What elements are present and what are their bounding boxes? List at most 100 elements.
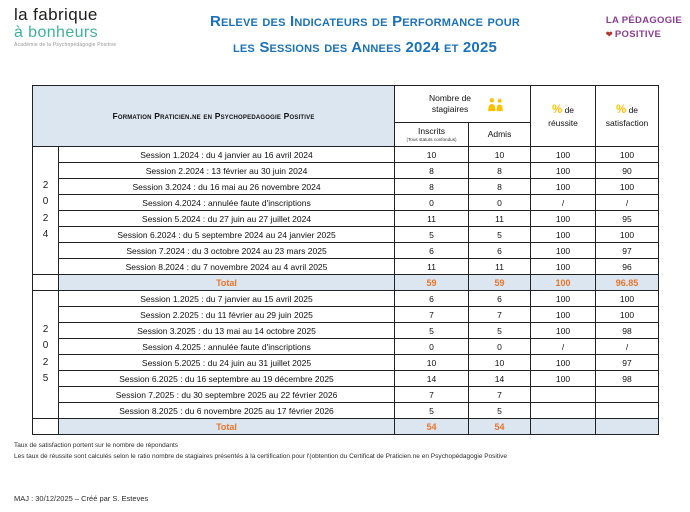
inscrits-value: 5 [394,322,470,339]
satisfaction-value: 97 [595,354,660,371]
page-title: Releve des Indicateurs de Performance po… [150,9,580,62]
session-label: Session 2.2025 : du 11 février au 29 jui… [57,306,396,323]
session-label: Session 4.2025 : annulée faute d'inscrip… [57,338,396,355]
fabrique-logo-line2: à bonheurs [14,23,99,41]
session-row: Session 7.2024 : du 3 octobre 2024 au 23… [33,242,660,259]
session-label: Session 8.2024 : du 7 novembre 2024 au 4… [57,258,396,275]
reussite-value: 100 [530,290,597,307]
inscrits-header-note: (Tous statuts confondus) [406,137,457,143]
reussite-header-de: de [564,105,575,115]
session-row: Session 5.2024 : du 27 juin au 27 juille… [33,210,660,227]
inscrits-value: 11 [394,258,470,275]
session-row: Session 3.2024 : du 16 mai au 26 novembr… [33,178,660,195]
satisfaction-value: 100 [595,306,660,323]
satisfaction-value: 98 [595,322,660,339]
satisfaction-value: 100 [595,226,660,243]
session-label: Session 3.2024 : du 16 mai au 26 novembr… [57,178,396,195]
pedagogie-logo-line1: LA PÉDAGOGIE [605,15,682,26]
satisfaction-value: 90 [595,162,660,179]
inscrits-header-label: Inscrits [418,125,445,136]
session-label: Session 1.2024 : du 4 janvier au 16 avri… [57,146,396,163]
session-row: Session 8.2025 : du 6 novembre 2025 au 1… [33,402,660,419]
total-inscrits: 54 [394,418,470,435]
session-row: 2025 Session 1.2025 : du 7 janvier au 15… [32,290,660,419]
inscrits-value: 10 [394,354,470,371]
session-label: Session 3.2025 : du 13 mai au 14 octobre… [57,322,396,339]
total-satisfaction: 96.85 [595,274,660,291]
footnote-satisfaction: Taux de satisfaction portent sur le nomb… [14,442,179,449]
total-row-2024: Total 59 59 100 96.85 [32,274,660,291]
session-row: Session 5.2025 : du 24 juin au 31 juille… [33,354,660,371]
reussite-value: / [530,338,597,355]
reussite-value: 100 [530,162,597,179]
satisfaction-value: 100 [595,178,660,195]
total-label: Total [57,274,396,291]
session-row: Session 4.2024 : annulée faute d'inscrip… [33,194,660,211]
session-label: Session 8.2025 : du 6 novembre 2025 au 1… [57,402,396,419]
admis-value: 10 [468,146,532,163]
total-reussite: 100 [530,274,597,291]
year-spacer-cell [32,274,59,291]
satisfaction-value: 97 [595,242,660,259]
footnotes: Taux de satisfaction portent sur le nomb… [14,441,507,462]
admis-value: 7 [468,386,532,403]
inscrits-value: 7 [394,306,470,323]
reussite-header-label: réussite [548,117,578,128]
inscrits-value: 6 [394,242,470,259]
inscrits-value: 5 [394,402,470,419]
admis-value: 11 [468,258,532,275]
satisfaction-value [595,386,660,403]
total-reussite [530,418,597,435]
satisfaction-value: 98 [595,370,660,387]
satisfaction-value: / [595,194,660,211]
total-row-2025: Total 54 54 [32,418,660,435]
inscrits-value: 11 [394,210,470,227]
fabrique-logo-subtitle: Académie de la Psychopédagogie Positive [14,42,117,49]
inscrits-header: Inscrits (Tous statuts confondus) [394,122,470,147]
reussite-value: 100 [530,146,597,163]
admis-value: 10 [468,354,532,371]
update-credit-line: MAJ : 30/12/2025 – Créé par S. Esteves [14,494,149,503]
reussite-value [530,402,597,419]
satisfaction-value: 96 [595,258,660,275]
people-icon [488,97,503,111]
admis-header: Admis [468,122,532,147]
session-label: Session 7.2025 : du 30 septembre 2025 au… [57,386,396,403]
total-admis: 59 [468,274,532,291]
admis-value: 8 [468,178,532,195]
admis-value: 14 [468,370,532,387]
reussite-value: 100 [530,210,597,227]
satisfaction-header-label: satisfaction [605,117,649,128]
formation-header: Formation Praticien.ne en Psychopedagogi… [31,85,396,147]
fabrique-logo: la fabrique à bonheurs Académie de la Ps… [14,5,117,49]
year-spacer-cell [32,418,59,435]
admis-value: 5 [468,402,532,419]
page-title-line1: Releve des Indicateurs de Performance po… [209,13,521,30]
admis-value: 5 [468,226,532,243]
admis-value: 7 [468,306,532,323]
inscrits-value: 7 [394,386,470,403]
admis-header-label: Admis [487,128,512,139]
percent-symbol: % [551,104,563,116]
heart-icon: ❤ [605,29,613,39]
inscrits-value: 8 [394,162,470,179]
reussite-value: 100 [530,306,597,323]
footnote-reussite: Les taux de réussite sont calculés selon… [14,452,507,460]
session-label: Session 7.2024 : du 3 octobre 2024 au 23… [57,242,396,259]
performance-table: Formation Praticien.ne en Psychopedagogi… [31,85,660,435]
pedagogie-positive-logo: LA PÉDAGOGIE ❤ POSITIVE [606,14,682,42]
reussite-value: 100 [530,226,597,243]
reussite-value: 100 [530,322,597,339]
reussite-value [530,386,597,403]
session-row: Session 8.2024 : du 7 novembre 2024 au 4… [33,258,660,275]
satisfaction-value: 100 [595,290,660,307]
session-row: Session 3.2025 : du 13 mai au 14 octobre… [33,322,660,339]
inscrits-value: 5 [394,226,470,243]
admis-value: 0 [468,194,532,211]
satisfaction-value: 95 [595,210,660,227]
stagiaires-group-label: Nombre de stagiaires [428,93,472,114]
reussite-value: / [530,194,597,211]
inscrits-value: 0 [394,338,470,355]
admis-value: 8 [468,162,532,179]
session-label: Session 5.2024 : du 27 juin au 27 juille… [57,210,396,227]
